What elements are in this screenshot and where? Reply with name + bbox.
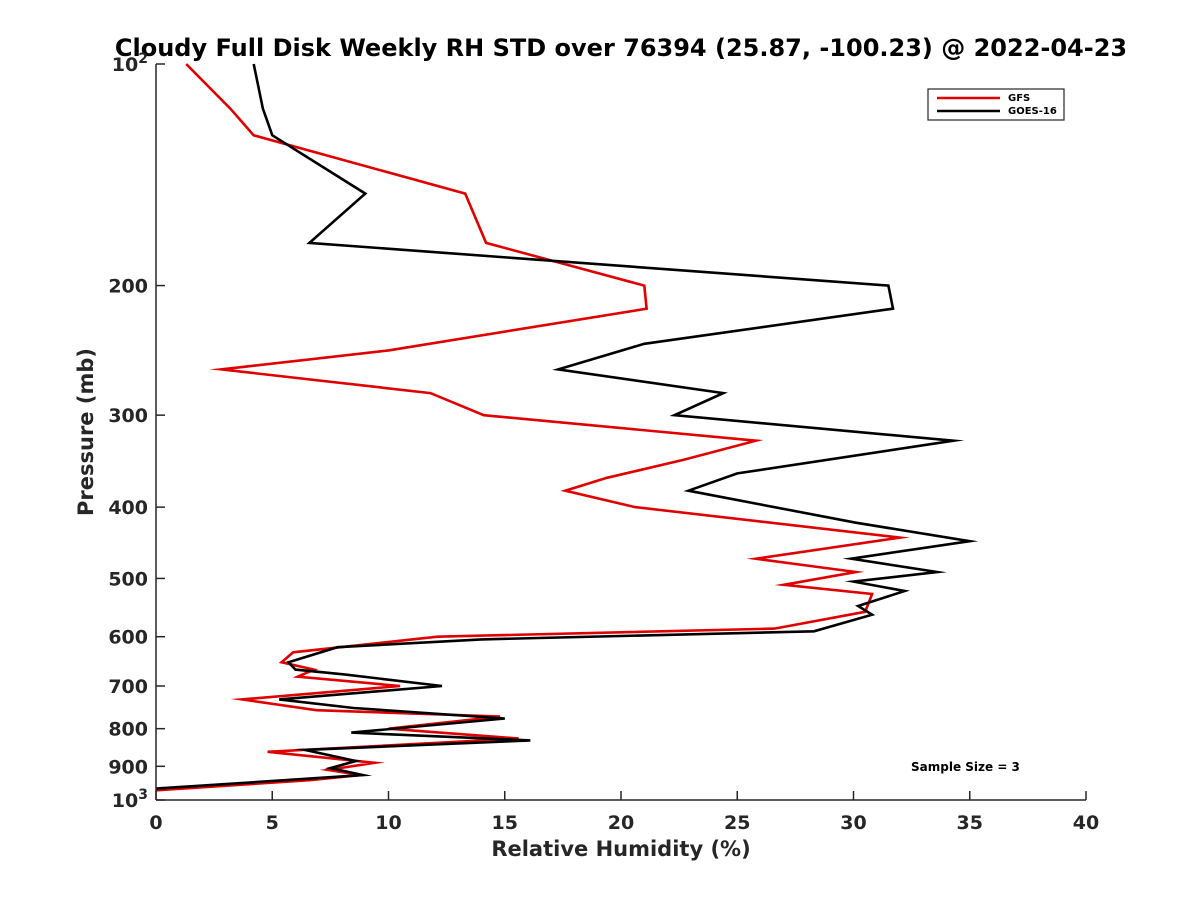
legend-label-gfs: GFS: [1008, 93, 1030, 104]
y-tick-label: 800: [108, 719, 148, 741]
x-tick-label: 40: [1073, 812, 1099, 834]
x-tick-label: 0: [149, 812, 162, 834]
sample-size-annotation: Sample Size = 3: [911, 760, 1020, 774]
legend-box: [927, 88, 1065, 121]
legend-label-goes: GOES-16: [1008, 106, 1057, 117]
y-tick-label: 103: [112, 787, 148, 812]
y-tick-label: 600: [108, 627, 148, 649]
y-tick-label: 900: [108, 756, 148, 778]
y-axis-ticks: 102 200 300 400 500 600 700 800 900 103: [108, 51, 165, 812]
x-axis-ticks: 0 5 10 15 20 25 30 35 40: [149, 791, 1099, 834]
y-axis-label: Pressure (mb): [74, 348, 98, 516]
x-tick-label: 20: [608, 812, 634, 834]
series-line-gfs: [155, 63, 911, 792]
x-tick-label: 15: [492, 812, 518, 834]
x-tick-label: 30: [840, 812, 866, 834]
x-tick-label: 5: [266, 812, 279, 834]
series-line-goes-16: [155, 63, 979, 790]
series-layer: [155, 63, 979, 792]
y-tick-label: 300: [108, 405, 148, 427]
chart-title: Cloudy Full Disk Weekly RH STD over 7639…: [115, 34, 1127, 62]
y-tick-label: 400: [108, 497, 148, 519]
x-tick-label: 25: [724, 812, 750, 834]
legend: GFS GOES-16: [927, 88, 1065, 121]
y-tick-label: 200: [108, 276, 148, 298]
x-tick-label: 10: [375, 812, 401, 834]
y-tick-label: 102: [112, 51, 148, 76]
y-tick-label: 700: [108, 676, 148, 698]
y-tick-label: 500: [108, 568, 148, 590]
x-tick-label: 35: [957, 812, 983, 834]
x-axis-label: Relative Humidity (%): [491, 837, 750, 861]
